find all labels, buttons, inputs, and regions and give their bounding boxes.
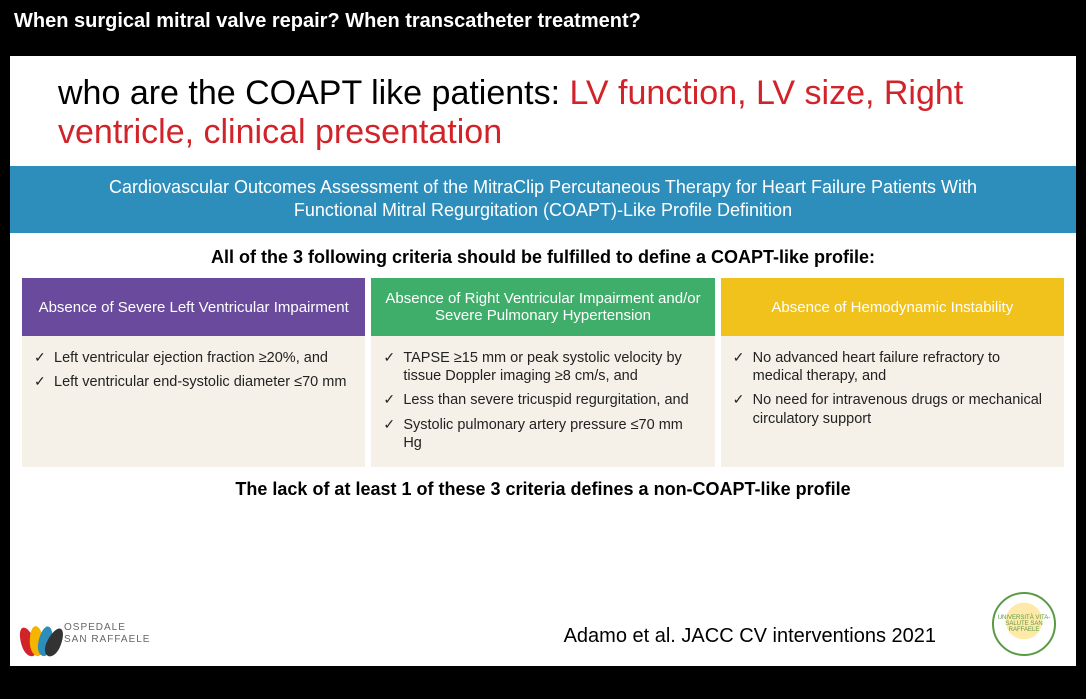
column-header: Absence of Right Ventricular Impairment … [371,278,714,336]
hospital-logo-icon [26,612,56,656]
criteria-item: TAPSE ≥15 mm or peak systolic velocity b… [381,346,704,388]
column-body: TAPSE ≥15 mm or peak systolic velocity b… [371,336,714,467]
criteria-item: Left ventricular end-systolic diameter ≤… [32,370,355,394]
column-rv-impairment: Absence of Right Ventricular Impairment … [371,278,714,467]
criteria-item: Left ventricular ejection fraction ≥20%,… [32,346,355,370]
column-header: Absence of Severe Left Ventricular Impai… [22,278,365,336]
university-logo: UNIVERSITÀ VITA-SALUTE SAN RAFFAELE [992,592,1056,656]
hospital-logo-text: OSPEDALE SAN RAFFAELE [64,622,150,646]
slide-title: who are the COAPT like patients: LV func… [10,56,1076,160]
definition-banner: Cardiovascular Outcomes Assessment of th… [10,166,1076,233]
criteria-item: No advanced heart failure refractory to … [731,346,1054,388]
criteria-columns: Absence of Severe Left Ventricular Impai… [10,278,1076,467]
column-body: No advanced heart failure refractory to … [721,336,1064,467]
citation: Adamo et al. JACC CV interventions 2021 [564,625,936,648]
criteria-item: No need for intravenous drugs or mechani… [731,388,1054,430]
criteria-item: Systolic pulmonary artery pressure ≤70 m… [381,413,704,455]
slide-container: who are the COAPT like patients: LV func… [10,56,1076,666]
column-lv-impairment: Absence of Severe Left Ventricular Impai… [22,278,365,467]
column-header: Absence of Hemodynamic Instability [721,278,1064,336]
page-title: When surgical mitral valve repair? When … [0,0,1086,39]
non-coapt-line: The lack of at least 1 of these 3 criter… [10,467,1076,506]
slide-title-black: who are the COAPT like patients: [58,74,570,112]
university-logo-text: UNIVERSITÀ VITA-SALUTE SAN RAFFAELE [994,615,1054,633]
logo-line: SAN RAFFAELE [64,634,150,646]
logo-line: OSPEDALE [64,622,150,634]
criteria-item: Less than severe tricuspid regurgitation… [381,388,704,412]
criteria-intro: All of the 3 following criteria should b… [10,233,1076,278]
hospital-logo: OSPEDALE SAN RAFFAELE [26,612,150,656]
column-body: Left ventricular ejection fraction ≥20%,… [22,336,365,467]
column-hemodynamic: Absence of Hemodynamic Instability No ad… [721,278,1064,467]
